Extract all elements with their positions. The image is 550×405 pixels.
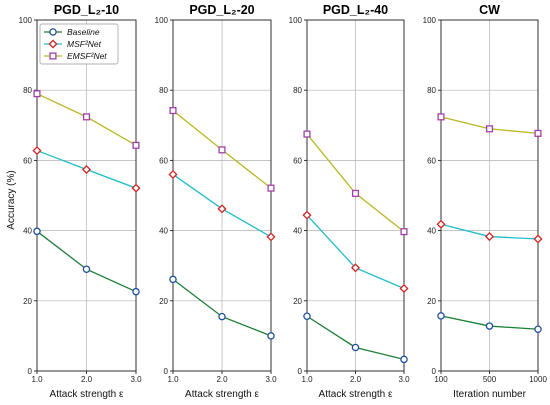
chart-panel-1: PGD_L₂-10 0 20 40 60 80 100 1.0 2.0 3.0 Attack str… [19,3,142,400]
x-tick-label: 3.0 [265,375,277,384]
legend-marker-baseline [49,28,57,36]
data-point-baseline [33,227,41,236]
y-tick-label: 0 [432,367,437,376]
data-point-emsf2net [351,189,360,197]
legend-box [39,23,119,65]
data-point-emsf2net [132,141,140,149]
data-point-msf2net [484,232,495,242]
y-tick-label: 80 [159,86,168,95]
data-point-baseline [132,287,140,296]
panel-title: PGD_L₂-20 [189,3,254,17]
chart-panel-2: PGD_L₂-20 0 20 40 60 80 100 1.0 2.0 3.0 Attack str… [155,3,277,400]
y-tick-label: 60 [293,156,302,165]
y-tick-label: 60 [159,156,168,165]
legend-marker-msf2net [48,39,58,49]
y-tick-label: 20 [159,297,168,306]
x-tick-label: 500 [483,375,497,384]
data-point-emsf2net [267,184,275,192]
x-tick-label: 100 [434,375,448,384]
data-point-msf2net [266,232,276,242]
y-axis-label: Accuracy (%) [6,170,17,229]
y-tick-label: 40 [427,227,436,236]
data-point-baseline [303,312,311,320]
x-axis-label: Attack strength ε [319,389,393,400]
data-point-msf2net [131,183,141,193]
y-tick-label: 60 [427,156,436,165]
y-tick-label: 100 [423,16,437,25]
data-point-emsf2net [485,125,494,133]
y-tick-label: 80 [293,86,302,95]
x-axis-label: Attack strength ε [50,389,124,400]
data-point-msf2net [32,146,42,156]
data-point-baseline [267,332,275,340]
data-point-baseline [351,343,360,352]
y-tick-label: 100 [289,16,303,25]
x-tick-label: 1.0 [167,375,179,384]
y-tick-label: 100 [155,16,169,25]
data-point-emsf2net [169,107,177,115]
data-point-msf2net [399,283,409,294]
panel-title: PGD_L₂-40 [323,3,388,17]
panel-title: PGD_L₂-10 [54,3,119,17]
y-tick-label: 100 [19,16,33,25]
data-point-baseline [82,265,91,273]
y-tick-label: 0 [28,367,33,376]
legend-label-msf2net: MSF²Net [67,39,102,49]
data-point-baseline [218,312,226,321]
data-point-baseline [534,325,542,333]
x-tick-label: 2.0 [350,375,362,384]
legend: Baseline MSF²Net EMSF²Net [39,23,119,65]
x-tick-label: 3.0 [130,375,142,384]
x-axis-label: Attack strength ε [185,389,259,400]
data-point-msf2net [350,263,361,273]
y-tick-label: 60 [23,156,32,165]
legend-marker-emsf2net [49,52,57,60]
y-tick-label: 40 [293,227,302,236]
panel-title: CW [479,3,500,17]
data-point-emsf2net [33,90,41,98]
y-tick-label: 40 [23,227,32,236]
data-point-baseline [437,312,445,320]
data-point-msf2net [217,204,227,214]
data-point-emsf2net [437,113,445,121]
data-point-emsf2net [303,130,311,138]
data-point-emsf2net [82,113,91,121]
data-point-emsf2net [218,146,226,154]
y-tick-label: 20 [23,297,32,306]
y-tick-label: 0 [164,367,169,376]
x-tick-label: 1.0 [301,375,313,384]
data-point-baseline [169,275,177,284]
chart-panel-3: PGD_L₂-40 0 20 40 60 80 100 1.0 2.0 3.0 Attack str… [289,3,410,400]
data-point-msf2net [168,169,178,179]
x-tick-label: 3.0 [398,375,410,384]
data-point-msf2net [302,210,312,220]
x-tick-label: 2.0 [216,375,228,384]
data-point-msf2net [533,234,543,244]
data-point-baseline [400,355,408,364]
y-tick-label: 20 [427,297,436,306]
data-point-emsf2net [534,129,542,137]
x-axis-label: Iteration number [453,389,526,400]
data-point-emsf2net [400,228,408,236]
x-tick-label: 1.0 [31,375,43,384]
y-tick-label: 80 [23,86,32,95]
y-tick-label: 80 [427,86,436,95]
data-point-baseline [485,322,494,330]
data-point-msf2net [436,219,446,229]
data-point-msf2net [81,165,92,175]
y-tick-label: 0 [298,367,303,376]
y-tick-label: 20 [293,297,302,306]
y-tick-label: 40 [159,227,168,236]
legend-label-emsf2net: EMSF²Net [67,51,107,61]
x-tick-label: 2.0 [81,375,93,384]
legend-label-baseline: Baseline [67,27,100,37]
x-tick-label: 1000 [529,375,547,384]
